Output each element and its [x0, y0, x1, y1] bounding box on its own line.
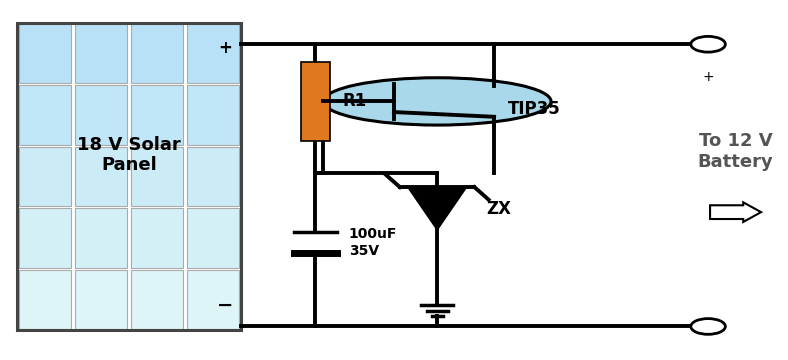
Text: 100uF
35V: 100uF 35V — [349, 228, 397, 258]
Bar — [188, 270, 239, 329]
Polygon shape — [407, 187, 466, 230]
Text: 18 V Solar
Panel: 18 V Solar Panel — [77, 136, 181, 174]
Bar — [132, 147, 183, 206]
Bar — [20, 270, 71, 329]
Bar — [132, 85, 183, 145]
Bar — [188, 24, 239, 83]
Bar — [132, 208, 183, 267]
Text: To 12 V
Battery: To 12 V Battery — [697, 132, 774, 171]
Bar — [188, 85, 239, 145]
Bar — [188, 208, 239, 267]
Circle shape — [691, 36, 726, 52]
Bar — [76, 85, 127, 145]
Bar — [300, 62, 330, 141]
Bar — [188, 147, 239, 206]
Text: R1: R1 — [342, 93, 366, 111]
Polygon shape — [710, 202, 761, 222]
Circle shape — [691, 319, 726, 334]
Bar — [20, 24, 71, 83]
Text: +: + — [702, 70, 714, 84]
Bar — [76, 270, 127, 329]
Bar — [76, 24, 127, 83]
Bar — [132, 24, 183, 83]
Text: −: − — [217, 296, 233, 315]
Text: TIP35: TIP35 — [507, 99, 560, 117]
Bar — [76, 208, 127, 267]
Bar — [20, 208, 71, 267]
Text: +: + — [218, 39, 232, 57]
Text: ZX: ZX — [486, 199, 511, 217]
Bar — [17, 23, 241, 330]
Bar — [76, 147, 127, 206]
Bar — [132, 270, 183, 329]
Ellipse shape — [323, 78, 551, 125]
Bar — [20, 147, 71, 206]
Bar — [20, 85, 71, 145]
